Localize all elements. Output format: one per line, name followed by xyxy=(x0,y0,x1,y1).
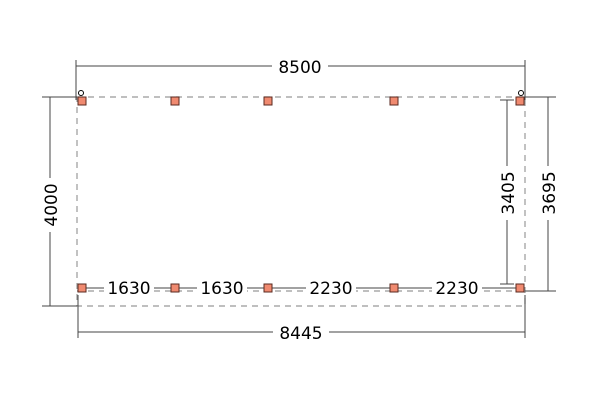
dimension-label: 3405 xyxy=(499,171,519,214)
post xyxy=(263,283,273,293)
dimension-right-outer-depth: 3695 xyxy=(525,96,561,292)
post xyxy=(515,96,525,106)
segment-label: 2230 xyxy=(309,279,352,299)
post xyxy=(170,283,180,293)
dimension-segments: 1630 1630 2230 2230 xyxy=(82,278,520,299)
dimension-overall-bottom: 8445 xyxy=(77,295,526,344)
post xyxy=(263,96,273,106)
post xyxy=(515,283,525,293)
posts xyxy=(77,96,525,293)
dimension-label: 4000 xyxy=(42,183,62,226)
dimension-label: 8445 xyxy=(279,324,322,344)
dimension-label: 8500 xyxy=(278,58,321,78)
roof-outline xyxy=(76,96,526,307)
post xyxy=(170,96,180,106)
corner-marker xyxy=(518,90,524,96)
dimension-overall-top: 8500 xyxy=(75,55,526,100)
post xyxy=(77,283,87,293)
corner-marker xyxy=(78,90,84,96)
post xyxy=(77,96,87,106)
post xyxy=(389,283,399,293)
segment-label: 1630 xyxy=(107,279,150,299)
dimension-label: 3695 xyxy=(540,171,560,214)
dimension-left-depth: 4000 xyxy=(38,96,77,307)
segment-label: 2230 xyxy=(435,279,478,299)
dimension-right-inner-depth: 3405 xyxy=(496,99,520,285)
post xyxy=(389,96,399,106)
segment-label: 1630 xyxy=(200,279,243,299)
